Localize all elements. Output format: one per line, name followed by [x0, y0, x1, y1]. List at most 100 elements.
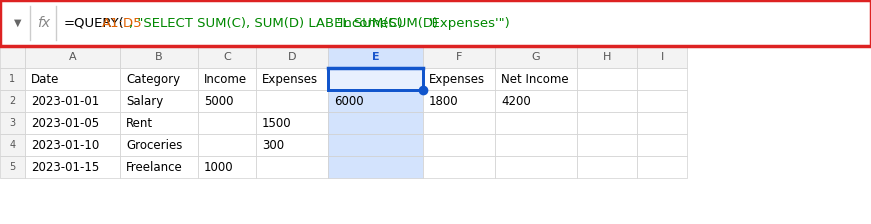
Text: C: C [223, 52, 231, 62]
Text: 1: 1 [10, 74, 16, 84]
Text: 2: 2 [10, 96, 16, 106]
Bar [120, 90, 198, 112]
Bar [577, 156, 637, 178]
Text: 2023-01-15: 2023-01-15 [31, 161, 99, 174]
Bar [495, 134, 577, 156]
Text: A1:D5: A1:D5 [102, 17, 143, 30]
Bar [423, 112, 495, 134]
Bar [120, 46, 198, 68]
Bar [256, 68, 328, 90]
Bar [637, 90, 687, 112]
Bar [495, 156, 577, 178]
Bar [423, 156, 495, 178]
Text: Income: Income [204, 73, 247, 86]
Text: 4: 4 [10, 140, 16, 150]
Text: Freelance: Freelance [126, 161, 183, 174]
Bar [637, 156, 687, 178]
Text: =QUERY(: =QUERY( [64, 17, 125, 30]
Bar [0, 68, 25, 90]
Bar [495, 90, 577, 112]
Bar [25, 156, 120, 178]
Bar [577, 68, 637, 90]
Bar [328, 112, 423, 134]
Text: ▼: ▼ [14, 18, 22, 28]
Bar [25, 68, 120, 90]
Bar [0, 156, 25, 178]
Bar [0, 90, 25, 112]
Text: fx: fx [37, 16, 51, 30]
Bar [637, 134, 687, 156]
Text: 300: 300 [262, 138, 284, 151]
Text: Expenses: Expenses [262, 73, 318, 86]
Text: 4200: 4200 [501, 95, 530, 108]
Text: 2023-01-05: 2023-01-05 [31, 116, 99, 129]
Bar [328, 134, 423, 156]
Text: H: H [603, 52, 611, 62]
Text: 5000: 5000 [204, 95, 233, 108]
Text: G: G [531, 52, 540, 62]
Bar [256, 90, 328, 112]
Bar [328, 68, 423, 90]
Text: 3: 3 [10, 118, 16, 128]
Bar [25, 134, 120, 156]
Bar [256, 46, 328, 68]
Text: Date: Date [31, 73, 59, 86]
Bar [0, 46, 25, 68]
Bar [120, 134, 198, 156]
Text: 'Income': 'Income' [336, 17, 393, 30]
Bar [495, 46, 577, 68]
Bar [328, 68, 423, 90]
Bar [120, 156, 198, 178]
Text: Net Income: Net Income [501, 73, 569, 86]
Bar [25, 90, 120, 112]
Bar [495, 68, 577, 90]
Bar [577, 90, 637, 112]
Text: I: I [660, 52, 664, 62]
Bar [328, 68, 423, 90]
Text: F: F [456, 52, 463, 62]
Bar [120, 68, 198, 90]
Bar [637, 68, 687, 90]
Text: , "SELECT SUM(C), SUM(D) LABEL SUM(C): , "SELECT SUM(C), SUM(D) LABEL SUM(C) [130, 17, 408, 30]
Bar [198, 134, 256, 156]
Bar [328, 46, 423, 68]
Text: Groceries: Groceries [126, 138, 182, 151]
Bar [637, 46, 687, 68]
Text: 'Expenses'"): 'Expenses'") [429, 17, 511, 30]
Bar [328, 90, 423, 112]
Text: , SUM(D): , SUM(D) [380, 17, 442, 30]
Bar [198, 112, 256, 134]
Text: 1000: 1000 [204, 161, 233, 174]
Text: Rent: Rent [126, 116, 153, 129]
Text: Expenses: Expenses [429, 73, 485, 86]
Bar [423, 90, 495, 112]
Text: Salary: Salary [126, 95, 163, 108]
Bar [423, 134, 495, 156]
Bar [25, 46, 120, 68]
Bar [423, 68, 495, 90]
Bar [198, 156, 256, 178]
Bar [328, 156, 423, 178]
Bar [256, 134, 328, 156]
Text: D: D [287, 52, 296, 62]
Bar [577, 134, 637, 156]
Bar [198, 46, 256, 68]
Bar [25, 112, 120, 134]
Text: E: E [372, 52, 379, 62]
Bar [198, 68, 256, 90]
Bar [577, 46, 637, 68]
Text: 6000: 6000 [334, 95, 363, 108]
Bar [198, 90, 256, 112]
Bar [120, 112, 198, 134]
Text: Category: Category [126, 73, 180, 86]
Text: 5: 5 [10, 162, 16, 172]
Text: B: B [155, 52, 163, 62]
Text: 1800: 1800 [429, 95, 459, 108]
Bar [423, 46, 495, 68]
Bar [577, 112, 637, 134]
Bar [0, 112, 25, 134]
Bar [328, 68, 423, 90]
Text: 1500: 1500 [262, 116, 292, 129]
Text: Income: Income [334, 73, 377, 86]
Bar [637, 112, 687, 134]
